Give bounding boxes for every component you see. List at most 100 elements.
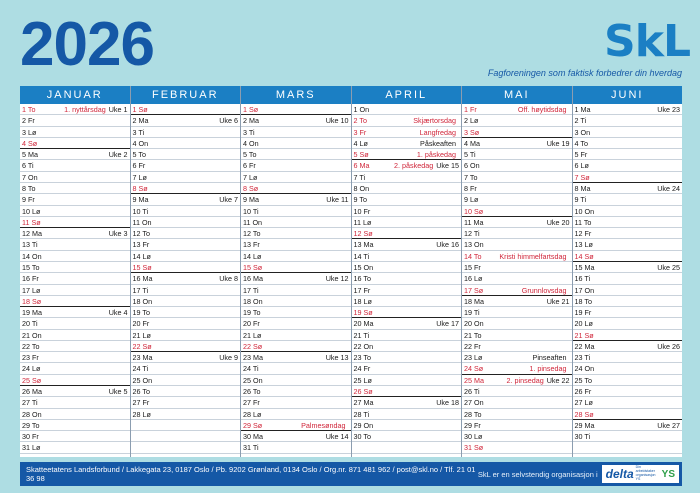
- day-label: 30 Ti: [574, 432, 591, 442]
- holiday-label: 2. pinsedag: [506, 375, 544, 385]
- day-label: 2 To: [353, 116, 367, 126]
- holiday-label: 1. påskedag: [416, 150, 456, 160]
- day-label: 8 Ma: [574, 183, 591, 193]
- holiday-label: [148, 138, 238, 148]
- week-number: Uke 13: [325, 353, 349, 363]
- day-label: 28 Lø: [243, 409, 262, 419]
- day-label: 2 Ti: [574, 116, 587, 126]
- day-label: 4 To: [574, 138, 588, 148]
- day-row: 2 Fr: [20, 115, 130, 127]
- day-label: 24 Fr: [353, 364, 371, 374]
- skl-logo: SkL: [604, 16, 691, 67]
- day-label: 9 Fr: [22, 195, 35, 205]
- day-label: 17 On: [574, 285, 595, 295]
- holiday-label: [42, 386, 109, 396]
- holiday-label: [373, 386, 459, 396]
- day-row: 1 Sø: [130, 104, 240, 116]
- holiday-label: [152, 375, 238, 385]
- day-label: 10 Sø: [464, 206, 484, 216]
- day-row: 3 Ti: [130, 127, 240, 138]
- holiday-label: [259, 138, 349, 148]
- day-row: 21 Lø: [130, 330, 240, 341]
- day-row: 26 Ma Uke 5: [20, 386, 130, 398]
- day-row: 16 Ti: [572, 273, 682, 285]
- day-label: 10 Ti: [132, 206, 149, 216]
- day-row: 27 Fr: [130, 397, 240, 409]
- day-row: 24 Ti: [130, 363, 240, 375]
- holiday-label: [35, 194, 128, 204]
- day-row: 20 Ti: [20, 318, 130, 330]
- holiday-label: [263, 352, 326, 362]
- holiday-label: [152, 341, 238, 351]
- day-row: 6 On: [462, 160, 572, 172]
- day-row: 13 Ti: [20, 239, 130, 251]
- day-row: 13 Ma Uke 16: [351, 239, 461, 251]
- day-label: 15 Sø: [132, 262, 152, 272]
- month-column-april: APRIL 1 On 2 To Skjærtorsdag 3 Fr Langfredag 4…: [350, 86, 461, 457]
- holiday-label: [591, 228, 680, 238]
- holiday-label: [593, 239, 680, 249]
- day-label: 22 Ma: [574, 341, 595, 351]
- day-label: 19 To: [132, 308, 150, 318]
- day-row: 11 Sø: [20, 217, 130, 229]
- day-label: 23 Ma: [132, 353, 153, 363]
- holiday-label: [42, 251, 128, 261]
- holiday-label: Off. høytidsdag: [517, 105, 567, 114]
- day-row: 14 On: [20, 251, 130, 262]
- week-number: Uke 14: [325, 432, 349, 442]
- day-label: 13 Fr: [132, 240, 150, 250]
- holiday-label: [369, 183, 459, 193]
- day-label: 23 Ti: [574, 353, 591, 363]
- day-label: 25 On: [243, 375, 263, 385]
- day-label: 17 Lø: [22, 285, 41, 295]
- day-label: 19 Sø: [353, 308, 373, 318]
- day-row: 31 Lø: [20, 442, 130, 454]
- holiday-label: [263, 296, 349, 306]
- day-row: 14 To Kristi himmelfartsdag: [462, 251, 572, 262]
- day-row: 13 Fr: [130, 239, 240, 251]
- holiday-label: [39, 262, 127, 272]
- day-label: 27 On: [464, 398, 484, 408]
- day-label: 14 To: [464, 251, 482, 261]
- week-number: Uke 27: [657, 420, 680, 430]
- day-row: 20 Lø: [572, 318, 682, 330]
- day-label: 27 Ti: [22, 398, 38, 408]
- day-row: 21 To: [462, 330, 572, 341]
- day-list: 1 Ma Uke 23 2 Ti 3 On 4 To 5 Fr 6 Lø 7 Sø 8 Ma Uk…: [572, 104, 682, 457]
- day-label: 15 On: [353, 262, 374, 272]
- holiday-label: [133, 431, 239, 441]
- day-row: 25 Ma 2. pinsedag Uke 22: [462, 375, 572, 387]
- holiday-label: [480, 307, 570, 317]
- day-label: 17 Ti: [243, 285, 259, 295]
- holiday-label: [373, 420, 459, 430]
- holiday-label: [146, 149, 238, 159]
- day-label: 11 Sø: [22, 217, 41, 227]
- holiday-label: [259, 115, 326, 125]
- day-label: 6 On: [464, 161, 480, 171]
- holiday-label: [256, 160, 349, 170]
- day-row: 6 Ma 2. påskedag Uke 15: [351, 160, 461, 172]
- day-row: 15 Fr: [462, 262, 572, 274]
- day-row: 11 To: [572, 217, 682, 229]
- holiday-label: Palmesøndag: [301, 420, 346, 430]
- holiday-label: [371, 352, 459, 362]
- holiday-label: [150, 228, 238, 238]
- holiday-label: [575, 442, 681, 452]
- day-label: 8 Sø: [243, 183, 259, 193]
- day-row: 4 On: [241, 138, 351, 150]
- day-row: 18 Sø: [20, 296, 130, 308]
- holiday-label: [37, 138, 127, 148]
- day-label: 29 Ma: [574, 420, 595, 430]
- day-row: 17 Sø Grunnlovsdag: [462, 285, 572, 296]
- day-label: 28 To: [464, 409, 482, 419]
- day-label: 27 Fr: [132, 398, 150, 408]
- day-row: 11 On: [241, 217, 351, 229]
- day-row: 11 Lø: [351, 217, 461, 229]
- day-row: 25 Lø: [351, 375, 461, 387]
- day-row: 23 Lø Pinseaften: [462, 352, 572, 364]
- day-label: 17 Ti: [132, 285, 149, 295]
- holiday-label: [594, 206, 680, 216]
- day-row: 27 Lø: [572, 397, 682, 409]
- week-number: Uke 10: [325, 116, 349, 126]
- holiday-label: [480, 160, 570, 170]
